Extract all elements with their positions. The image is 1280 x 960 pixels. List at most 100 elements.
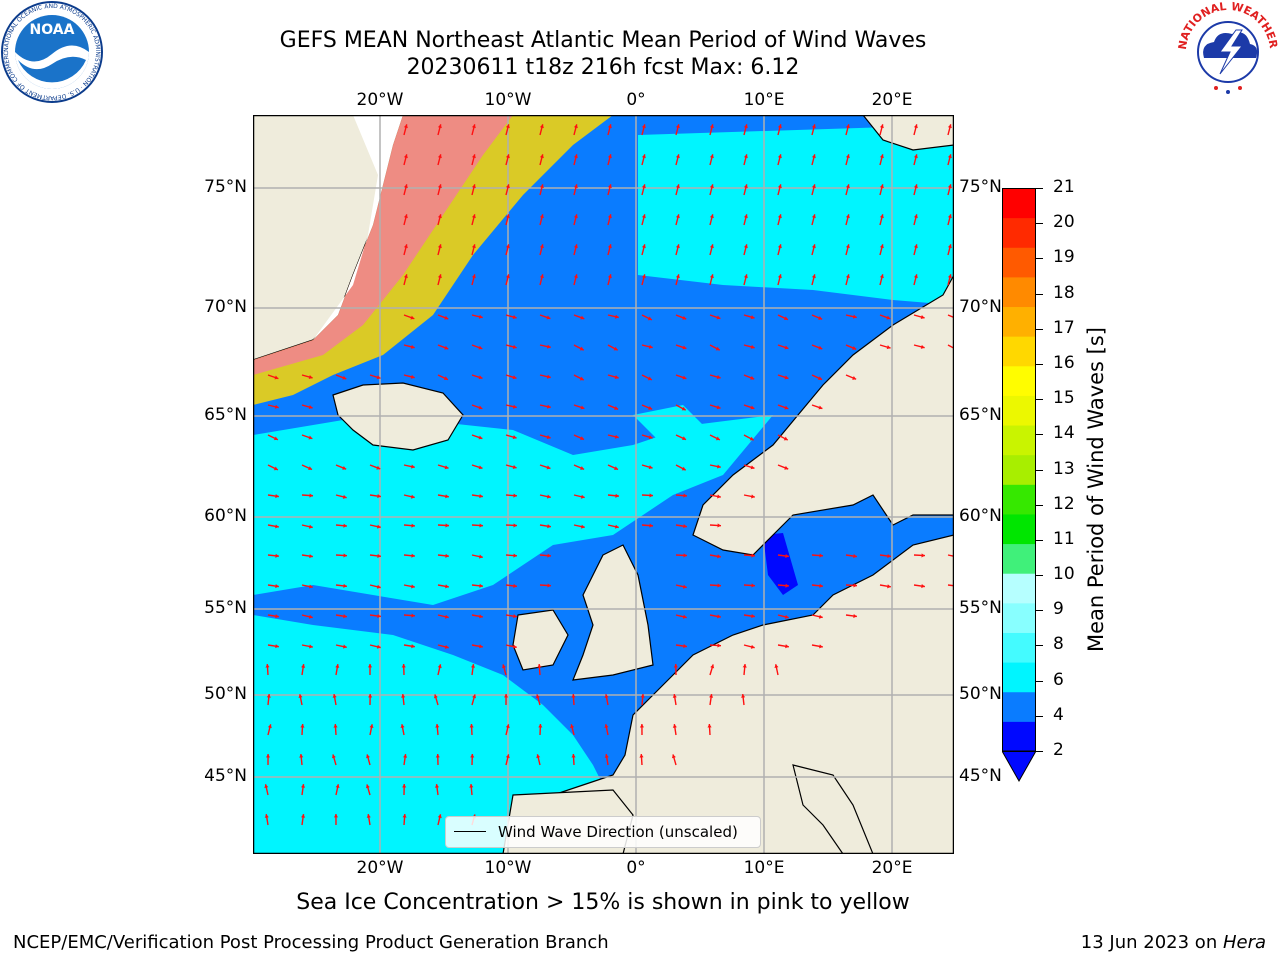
wind-arrow-head: [947, 274, 952, 279]
colorbar-tick-mark: [1036, 715, 1043, 717]
wind-arrow-head: [750, 405, 755, 410]
legend-label: Wind Wave Direction (unscaled): [498, 823, 738, 841]
wind-arrow-head: [309, 584, 313, 589]
wind-arrow-head: [648, 435, 653, 440]
wind-arrow-head: [672, 694, 677, 698]
wind-arrow-head: [437, 274, 442, 279]
colorbar-band: [1002, 484, 1036, 515]
wind-arrow-head: [343, 523, 347, 528]
wind-arrow-head: [275, 553, 279, 558]
wind-arrow-head: [750, 465, 755, 470]
wind-arrow-head: [333, 724, 338, 728]
wind-arrow-head: [435, 724, 440, 728]
wind-arrow-head: [784, 375, 789, 380]
wind-arrow-head: [505, 214, 510, 219]
wind-arrow-head: [479, 644, 483, 649]
colorbar-band: [1002, 425, 1036, 456]
wind-arrow-head: [887, 553, 891, 559]
lon-label-top: 0°: [626, 90, 646, 110]
wind-arrow-head: [648, 344, 653, 349]
colorbar-tick-label: 18: [1053, 282, 1075, 303]
wind-arrow-head: [641, 244, 646, 249]
wind-arrow-head: [546, 315, 551, 320]
wind-arrow-head: [709, 184, 714, 189]
wind-arrow-head: [504, 694, 509, 698]
lat-label-right: 60°N: [959, 506, 1002, 526]
wind-arrow-head: [275, 584, 279, 589]
wind-arrow-head: [512, 404, 517, 409]
wind-arrow-head: [845, 214, 850, 219]
colorbar-tick-mark: [1036, 575, 1043, 577]
wind-arrow-head: [784, 614, 789, 619]
wind-arrow-head: [774, 664, 779, 669]
wind-arrow-head: [538, 724, 543, 728]
wind-arrow-head: [437, 154, 442, 159]
wind-arrow-head: [547, 553, 551, 558]
colorbar-band: [1002, 602, 1036, 633]
wind-arrow-head: [784, 345, 789, 350]
wind-arrow-head: [947, 214, 952, 219]
wind-arrow-head: [478, 554, 483, 559]
wind-arrow-head: [335, 784, 340, 789]
wind-arrow-head: [641, 154, 646, 159]
colorbar-band: [1002, 336, 1036, 367]
wind-arrow-head: [265, 754, 271, 758]
wind-arrow-head: [343, 553, 347, 558]
wind-arrow-head: [369, 724, 374, 728]
wind-arrow-head: [649, 523, 653, 528]
wind-arrow-head: [913, 274, 918, 279]
wind-arrow-head: [777, 274, 782, 279]
wind-arrow-head: [751, 583, 755, 588]
wind-arrow-head: [308, 375, 313, 380]
colorbar-tick-mark: [1036, 504, 1043, 506]
chart-subtitle: 20230611 t18z 216h fcst Max: 6.12: [406, 55, 800, 80]
wind-arrow-head: [671, 754, 676, 759]
wind-arrow-head: [478, 405, 483, 410]
lat-label-right: 65°N: [959, 405, 1002, 425]
wind-arrow-head: [715, 436, 720, 441]
wind-arrow-head: [743, 214, 748, 219]
wind-arrow-head: [331, 754, 336, 759]
wind-arrow-head: [437, 124, 442, 129]
colorbar-tick-mark: [1036, 680, 1043, 682]
colorbar-tick-label: 19: [1053, 247, 1075, 268]
wind-arrow-head: [614, 466, 619, 470]
wind-arrow-head: [308, 524, 313, 529]
noaa-logo: NATIONAL OCEANIC AND ATMOSPHERIC ADMINIS…: [0, 0, 103, 103]
wind-arrow-head: [571, 754, 576, 758]
colorbar-tick-label: 4: [1053, 704, 1064, 725]
wind-arrow-head: [478, 465, 483, 470]
wind-arrow-head: [403, 154, 408, 159]
lat-label-left: 75°N: [204, 177, 247, 197]
wind-arrow-head: [672, 724, 677, 728]
wind-arrow-head: [647, 316, 652, 321]
legend-line-swatch: [454, 831, 486, 832]
wind-arrow-head: [785, 583, 789, 588]
map-frame: [253, 115, 954, 854]
wind-arrow-head: [411, 584, 415, 589]
wind-arrow-head: [641, 274, 646, 279]
wind-arrow-head: [580, 436, 585, 440]
wind-arrow-head: [717, 464, 721, 469]
wind-arrow-head: [501, 664, 506, 669]
lat-label-left: 60°N: [204, 506, 247, 526]
wind-arrow-head: [709, 154, 714, 159]
wind-arrow-head: [411, 613, 415, 618]
colorbar-band: [1002, 188, 1036, 219]
wind-arrow-head: [536, 754, 541, 759]
wind-arrow-head: [479, 583, 483, 588]
wind-arrow-head: [879, 154, 884, 159]
colorbar-band: [1002, 721, 1036, 752]
wind-arrow-head: [783, 436, 788, 441]
wind-arrow-head: [607, 184, 612, 189]
colorbar-band: [1002, 365, 1036, 396]
wind-arrow-head: [265, 664, 270, 668]
wind-arrow-head: [811, 184, 816, 189]
wind-arrow-head: [947, 154, 952, 159]
wind-arrow-head: [573, 184, 578, 189]
wind-arrow-head: [505, 184, 510, 189]
colorbar-tick-mark: [1036, 751, 1043, 752]
wind-arrow-head: [580, 405, 585, 410]
wind-arrow-head: [471, 214, 476, 219]
wind-arrow-head: [367, 664, 373, 668]
